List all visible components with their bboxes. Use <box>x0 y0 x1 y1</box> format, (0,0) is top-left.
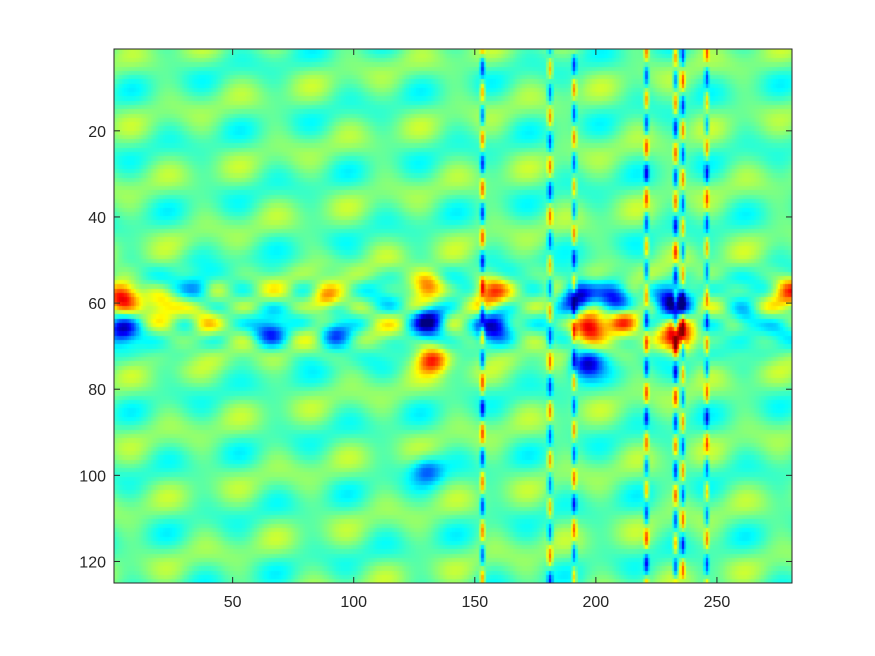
heatmap-image <box>114 49 792 583</box>
x-axis: 50 100 150 200 250 <box>224 49 731 611</box>
heatmap-image-container <box>114 49 792 583</box>
y-tick-label: 100 <box>79 468 106 485</box>
x-tick-label: 200 <box>583 594 610 611</box>
x-tick-label: 50 <box>224 594 242 611</box>
heatmap-plot-area <box>114 49 792 583</box>
y-axis: 20 40 60 80 100 120 <box>79 124 792 571</box>
axes-box <box>113 48 793 584</box>
y-tick-label: 80 <box>88 382 106 399</box>
x-tick-label: 150 <box>461 594 488 611</box>
y-tick-label: 120 <box>79 554 106 571</box>
x-tick-label: 250 <box>704 594 731 611</box>
x-tick-label: 100 <box>340 594 367 611</box>
y-tick-label: 60 <box>88 296 106 313</box>
y-tick-label: 40 <box>88 210 106 227</box>
y-tick-label: 20 <box>88 124 106 141</box>
